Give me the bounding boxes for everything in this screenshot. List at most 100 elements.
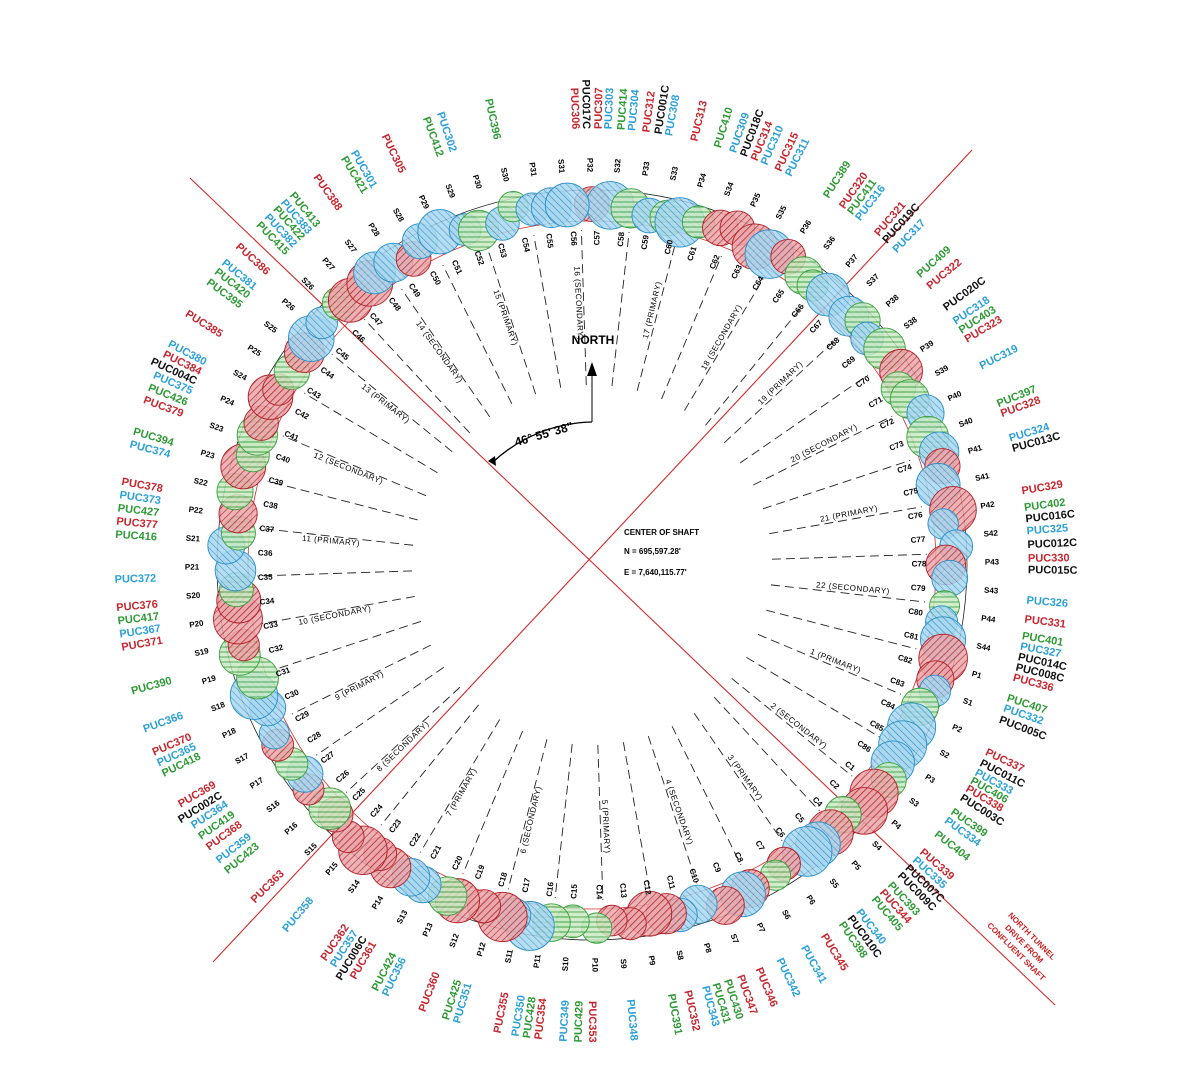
puc-label: PUC015C	[1028, 564, 1078, 577]
c-label: C67	[808, 318, 825, 335]
panel-divider-dash	[507, 739, 548, 890]
ps-label: P14	[370, 894, 386, 911]
c-label: C56	[569, 231, 579, 247]
panel-divider-dash	[419, 719, 501, 853]
panel-divider-dash	[705, 304, 804, 426]
puc-label: PUC391	[665, 993, 684, 1036]
ps-label: P34	[696, 172, 709, 189]
panel-label: 14 (SECONDARY)	[414, 319, 465, 384]
c-label: C11	[665, 874, 677, 891]
panel-label: 7 (PRIMARY)	[444, 767, 479, 818]
panel-divider-dash	[380, 704, 479, 826]
panel-labels: 1 (PRIMARY) 2 (SECONDARY)3 (PRIMARY) 4 (SE…	[298, 266, 891, 854]
panel-label: 1 (PRIMARY)	[809, 647, 862, 675]
panel-label: 3 (PRIMARY)	[726, 753, 765, 802]
panel-label: 13 (PRIMARY)	[360, 382, 412, 425]
puc-label: PUC348	[624, 999, 640, 1041]
c-label: C62	[708, 253, 722, 270]
ps-label: S8	[674, 949, 685, 961]
puc-label: PUC373	[119, 489, 162, 507]
c-labels: C1C2C4C5C6C7C8C9C10C11C12C13C14C15C16C17…	[258, 230, 927, 900]
puc-label: PUC388	[311, 172, 345, 213]
puc-label: PUC313	[689, 99, 710, 142]
puc-label: PUC358	[280, 895, 316, 935]
ps-label: S36	[822, 234, 838, 251]
ps-label: P22	[188, 505, 204, 516]
panel-label: 15 (PRIMARY)	[492, 288, 520, 346]
c-label: C61	[686, 245, 699, 262]
ps-label: P26	[280, 297, 297, 313]
puc-label: PUC312	[641, 90, 658, 133]
puc-label: PUC352	[681, 989, 702, 1032]
c-label: C83	[889, 675, 906, 689]
c-label: C39	[268, 475, 285, 488]
puc-label: PUC342	[774, 956, 803, 999]
c-label: C79	[911, 583, 927, 593]
ps-label: S32	[613, 158, 623, 173]
ps-label: S11	[503, 948, 515, 964]
c-label: C19	[473, 863, 487, 880]
panel-divider-dash	[273, 620, 422, 671]
ps-label: P42	[980, 500, 996, 511]
panel-divider-dash	[684, 277, 765, 411]
ps-label: S2	[938, 748, 951, 761]
c-label: C59	[639, 234, 650, 250]
c-label: C54	[520, 237, 532, 254]
panel-divider-dash	[291, 644, 432, 715]
ps-label: P20	[189, 618, 205, 629]
ps-label: P15	[324, 860, 340, 877]
c-label: C49	[407, 282, 423, 300]
ps-label: S1	[962, 696, 975, 708]
center-northing: N = 695,597.28'	[624, 547, 681, 556]
ps-label: S12	[448, 932, 462, 949]
c-label: C70	[854, 374, 872, 390]
panel-divider-dash	[753, 415, 893, 486]
panel-divider-dash	[315, 666, 445, 756]
panel-divider-dash	[462, 730, 524, 875]
puc-label: PUC305	[379, 132, 408, 175]
c-label: C57	[592, 230, 601, 245]
c-label: C81	[903, 630, 920, 642]
c-label: C7	[753, 839, 766, 853]
ps-label: S27	[343, 238, 359, 255]
ps-label: P38	[884, 292, 901, 309]
puc-label: PUC319	[978, 343, 1020, 373]
c-label: C16	[545, 881, 556, 897]
panel-label: 17 (PRIMARY)	[641, 280, 663, 339]
puc-label: PUC330	[1028, 552, 1070, 565]
panel-divider-dash	[345, 686, 461, 793]
ps-label: P30	[471, 174, 484, 191]
c-label: C65	[771, 287, 787, 305]
c-label: C10	[687, 867, 700, 884]
panel-divider-dash	[533, 235, 562, 388]
c-label: C22	[407, 831, 423, 849]
c-label: C15	[569, 883, 579, 899]
c-label: C69	[840, 354, 858, 370]
ps-label: P10	[590, 958, 599, 973]
ps-label: P41	[967, 443, 984, 456]
c-label: C52	[473, 250, 487, 267]
panel-divider-dash	[401, 289, 491, 418]
c-label: C44	[319, 365, 337, 381]
puc-label: PUC402	[1023, 497, 1066, 514]
tunnel-note: NORTH TUNNEL DRIVE FROM CONFLUENT SHAFT	[985, 911, 1057, 983]
ps-label: P44	[981, 614, 997, 625]
ps-label: S30	[499, 167, 511, 183]
panel-divider-dash	[739, 374, 869, 464]
panel-label: 8 (SECONDARY)	[375, 719, 431, 773]
c-label: C45	[334, 346, 351, 363]
ps-label: S18	[210, 700, 227, 714]
ps-label: P4	[890, 818, 904, 832]
c-label: C14	[594, 884, 603, 899]
c-label: C34	[259, 596, 275, 607]
panel-divider-dash	[282, 435, 427, 497]
ps-label: S25	[262, 319, 279, 335]
ps-label: S22	[193, 476, 209, 488]
ps-label: S24	[232, 368, 249, 383]
ps-label: S5	[828, 877, 841, 891]
c-label: C31	[275, 665, 292, 679]
puc-label: PUC306	[568, 88, 582, 130]
c-label: C29	[294, 709, 312, 724]
ps-label: P21	[185, 563, 200, 572]
